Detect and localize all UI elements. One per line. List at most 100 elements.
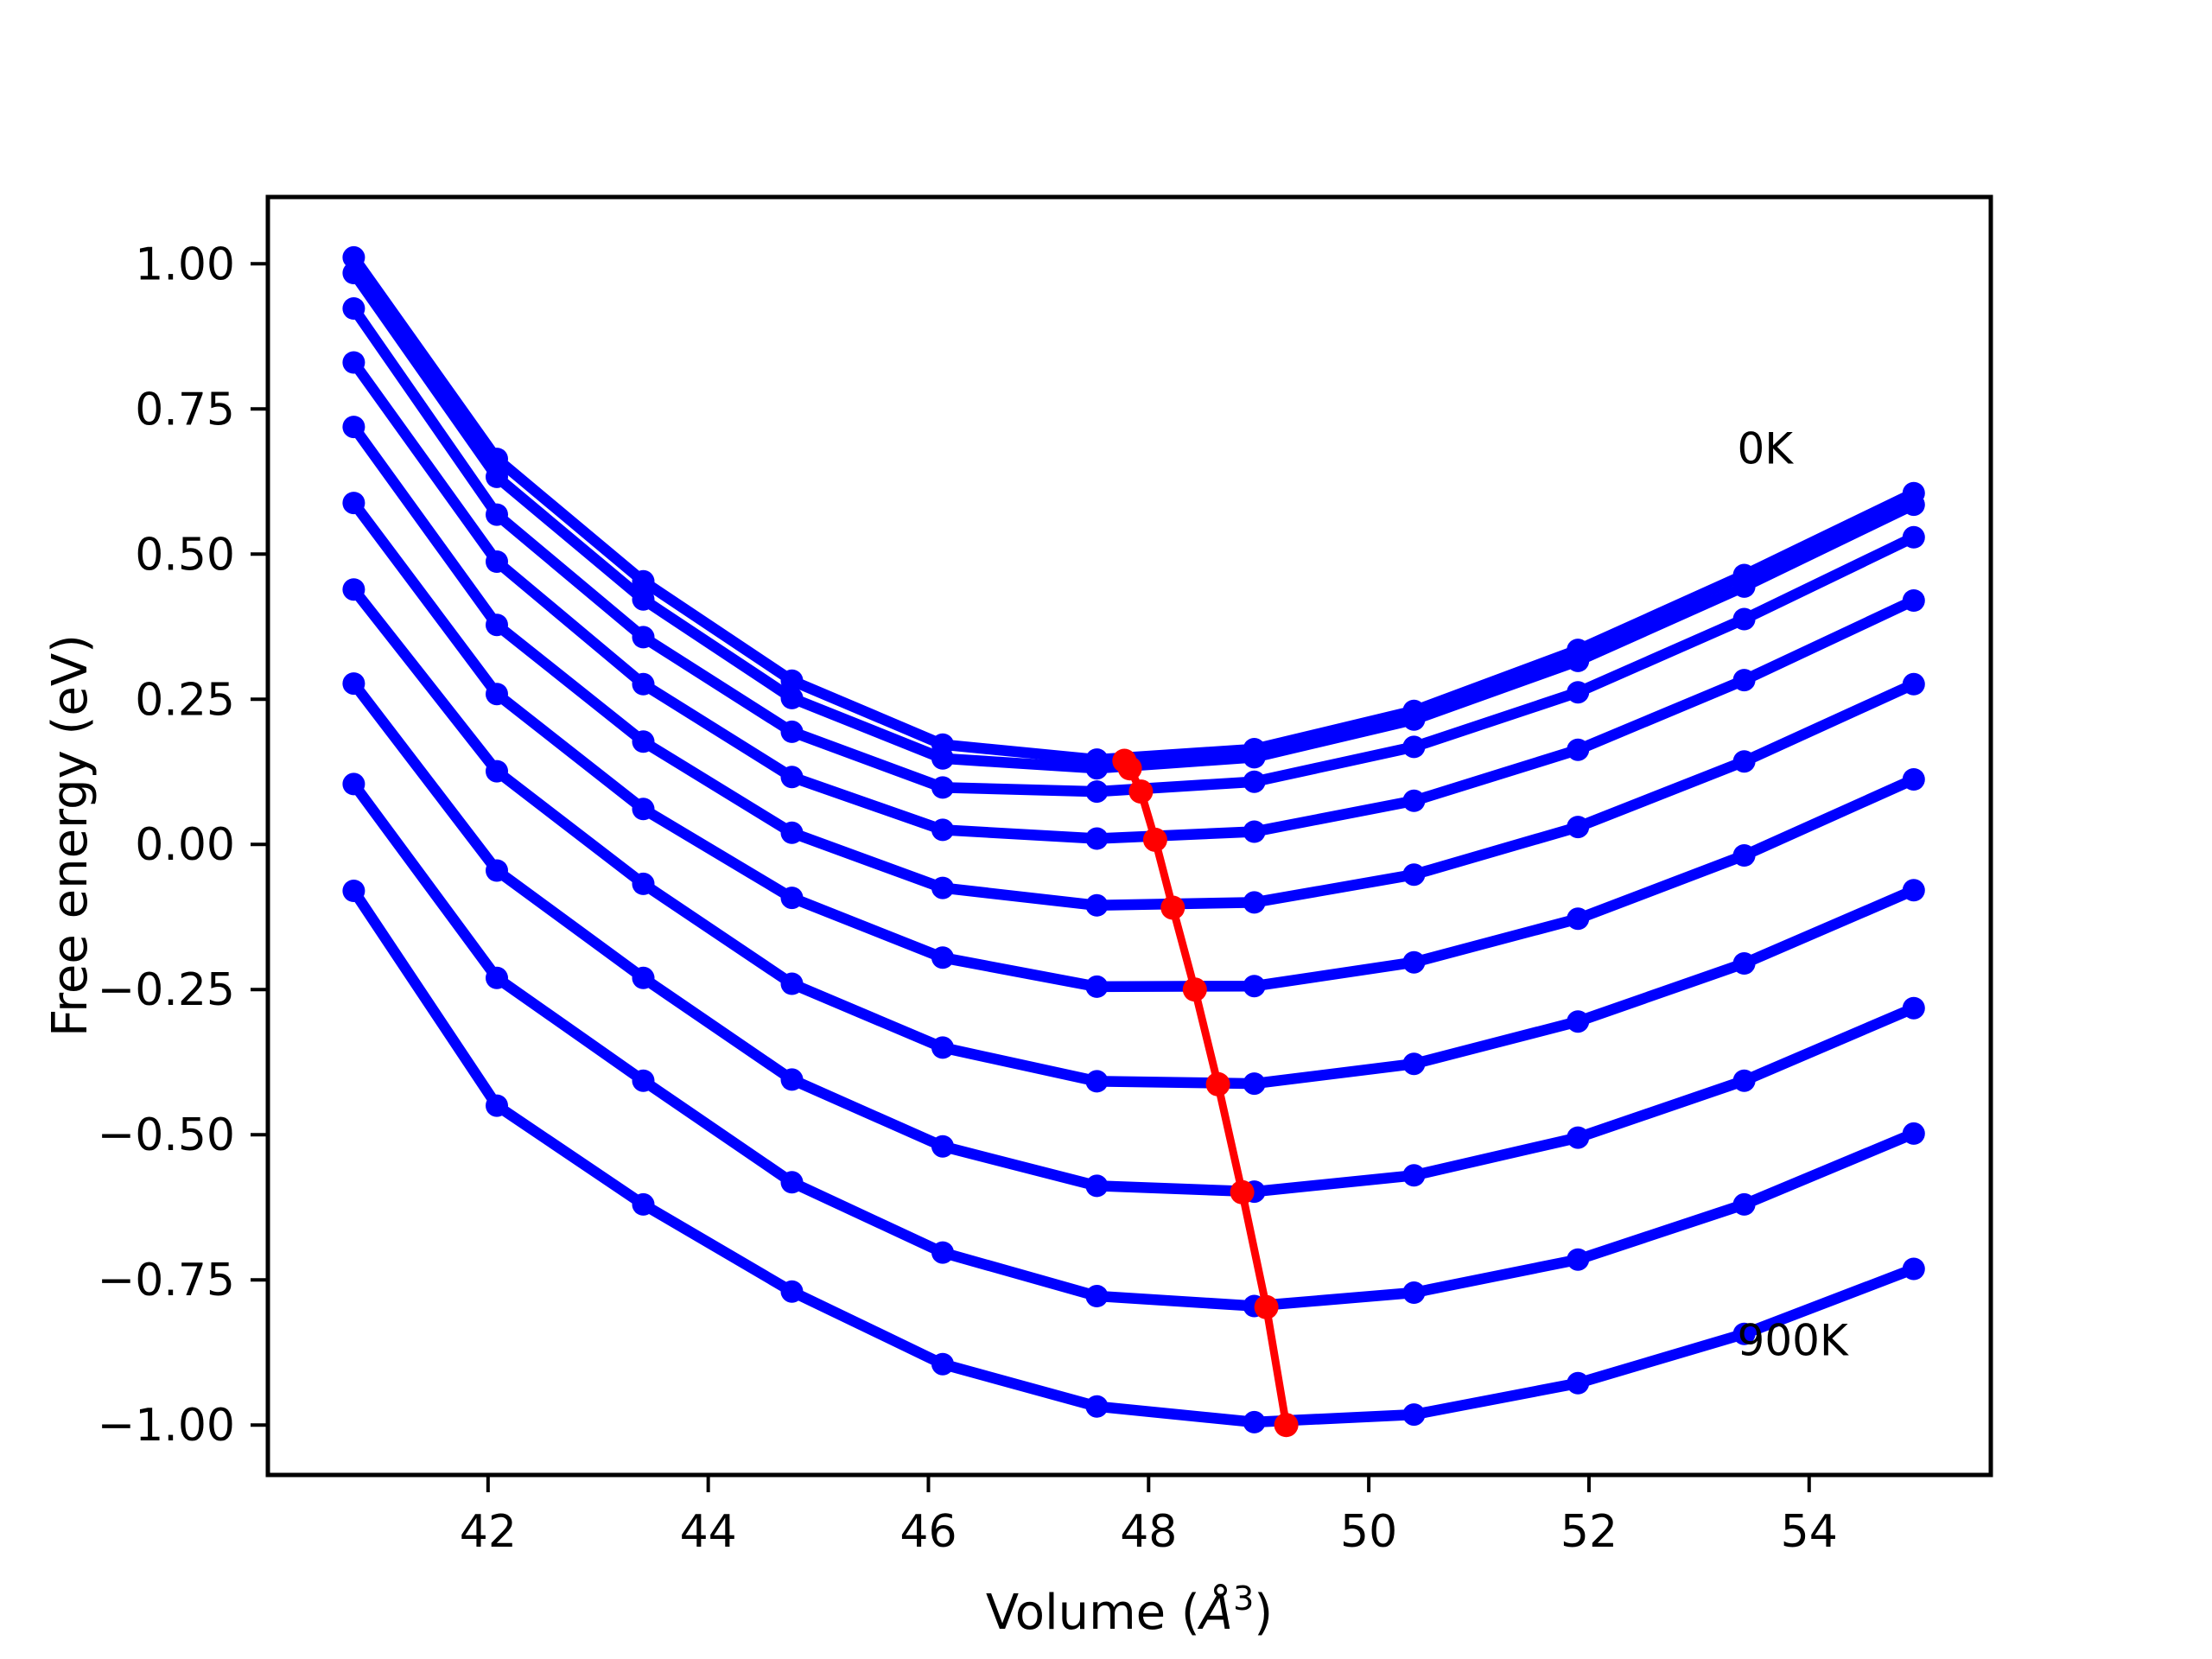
data-point-400K <box>1402 863 1426 887</box>
data-point-700K <box>1902 996 1925 1020</box>
data-point-300K <box>486 550 508 573</box>
minima-point <box>1254 1294 1279 1319</box>
x-tick-label: 44 <box>680 1506 737 1558</box>
data-point-0K <box>780 669 804 692</box>
data-point-300K <box>931 818 954 842</box>
data-point-0K <box>342 245 365 269</box>
data-point-200K <box>486 503 508 526</box>
data-point-200K <box>1243 770 1266 793</box>
x-tick-label: 42 <box>460 1506 517 1558</box>
y-tick-label: 0.50 <box>135 529 235 581</box>
data-point-500K <box>486 683 508 706</box>
minima-point <box>1160 895 1185 920</box>
data-point-500K <box>780 887 804 910</box>
data-point-300K <box>1402 789 1426 812</box>
data-point-600K <box>632 872 655 895</box>
data-point-800K <box>1402 1281 1426 1304</box>
data-point-800K <box>1902 1122 1925 1145</box>
data-point-100K <box>1243 746 1266 769</box>
data-point-600K <box>1243 1072 1266 1096</box>
data-point-700K <box>780 1068 804 1091</box>
data-point-100K <box>632 588 655 611</box>
y-tick-label: 0.75 <box>135 384 235 435</box>
free-energy-curve-100K <box>342 262 1925 780</box>
data-point-200K <box>931 776 954 799</box>
free-energy-curve-400K <box>342 416 1925 917</box>
data-point-400K <box>780 821 804 844</box>
minima-point <box>1182 977 1207 1002</box>
free-energy-curve-300K <box>342 351 1925 850</box>
data-point-500K <box>632 798 655 821</box>
data-point-600K <box>1567 1010 1590 1033</box>
data-point-200K <box>1402 735 1426 759</box>
data-point-700K <box>1085 1174 1109 1198</box>
minima-point <box>1205 1071 1230 1096</box>
curve-line-800K <box>348 779 1920 1312</box>
data-point-600K <box>486 760 508 783</box>
data-point-600K <box>931 1036 954 1059</box>
data-point-900K <box>1243 1410 1266 1433</box>
data-point-500K <box>1243 975 1266 998</box>
data-point-0K <box>632 569 655 593</box>
y-tick-label: 0.00 <box>135 819 235 871</box>
data-point-900K <box>342 880 365 902</box>
data-point-200K <box>1085 780 1109 804</box>
data-point-800K <box>931 1241 954 1264</box>
curve-line-900K <box>348 885 1920 1428</box>
curve-line-0K <box>348 251 1920 766</box>
data-point-300K <box>1085 827 1109 850</box>
x-tick-label: 54 <box>1781 1506 1838 1558</box>
data-point-900K <box>486 1094 508 1117</box>
data-point-400K <box>1567 816 1590 839</box>
data-point-900K <box>1402 1403 1426 1427</box>
data-point-400K <box>632 730 655 753</box>
x-tick-label: 48 <box>1120 1506 1177 1558</box>
free-energy-curve-800K <box>342 772 1925 1318</box>
minima-point <box>1128 779 1154 804</box>
minima-line <box>1112 748 1299 1438</box>
data-point-800K <box>342 772 365 796</box>
angstrom-symbol: Å <box>1198 1584 1233 1641</box>
data-point-200K <box>1732 607 1756 631</box>
data-point-700K <box>1402 1164 1426 1187</box>
x-axis-label-prefix: Volume ( <box>986 1585 1200 1641</box>
data-point-300K <box>1732 669 1756 692</box>
x-tick-label: 46 <box>899 1506 957 1558</box>
y-tick-label: −0.50 <box>98 1109 235 1161</box>
data-point-100K <box>1567 649 1590 672</box>
data-point-500K <box>1902 768 1925 791</box>
y-tick-label: −0.25 <box>98 964 235 1016</box>
data-point-900K <box>1902 1257 1925 1281</box>
data-point-400K <box>1902 672 1925 696</box>
data-point-400K <box>1085 893 1109 917</box>
data-point-400K <box>342 416 365 439</box>
minima-line-path <box>1120 757 1291 1429</box>
data-point-700K <box>632 966 655 989</box>
temperature-annotation-900K: 900K <box>1738 1315 1849 1365</box>
data-point-500K <box>1732 844 1756 867</box>
data-point-600K <box>1902 879 1925 902</box>
minima-point <box>1142 827 1167 852</box>
data-point-900K <box>1567 1371 1590 1395</box>
data-point-600K <box>1732 952 1756 975</box>
data-point-600K <box>780 972 804 995</box>
data-point-100K <box>1402 708 1426 731</box>
plot-border <box>265 194 1993 1478</box>
free-energy-curve-900K <box>342 880 1925 1433</box>
x-axis-label-suffix: ) <box>1254 1585 1273 1641</box>
axis-ticks-layer: 42 44 46 48 50 52 54 1.00 0.75 0.50 0.25 0.00 −0.25 −… <box>98 238 1838 1558</box>
y-axis-label: Free energy (eV) <box>42 634 99 1037</box>
data-point-300K <box>342 351 365 374</box>
data-point-700K <box>931 1135 954 1158</box>
minima-point <box>1274 1413 1299 1438</box>
data-point-200K <box>632 626 655 649</box>
data-point-500K <box>1085 975 1109 998</box>
data-point-200K <box>1567 681 1590 704</box>
curve-line-500K <box>348 497 1920 993</box>
data-point-600K <box>1085 1070 1109 1093</box>
data-point-100K <box>1732 575 1756 598</box>
curves-layer <box>342 245 1925 1438</box>
x-tick-label: 50 <box>1340 1506 1397 1558</box>
